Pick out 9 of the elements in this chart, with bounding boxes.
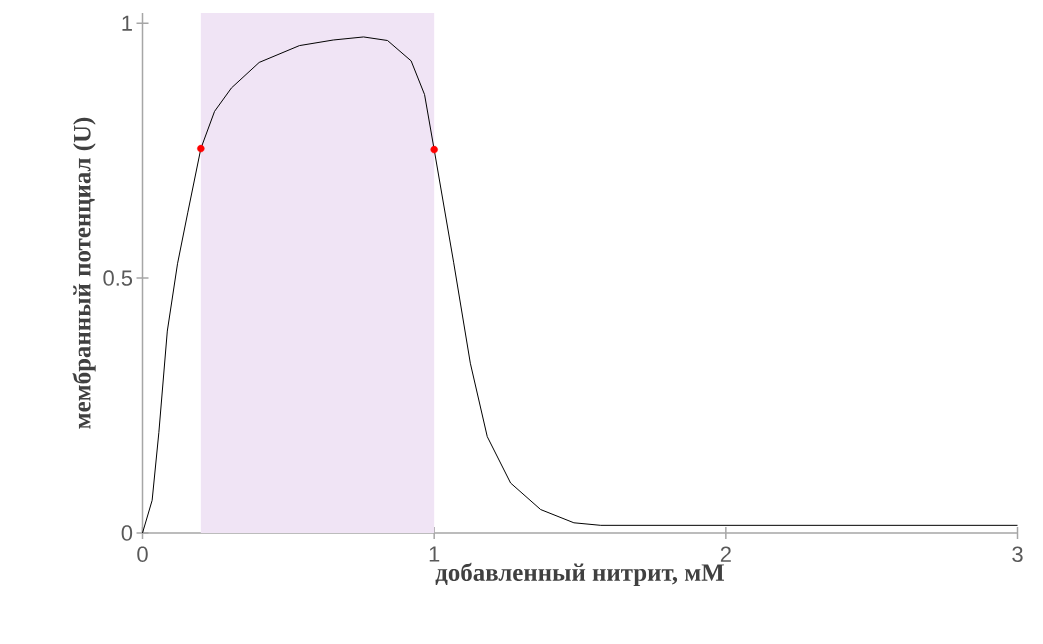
y-tick-label: 1 (122, 15, 132, 31)
y-axis-title: мембранный потенциал (U) (72, 117, 96, 429)
y-tick-label: 0 (121, 525, 133, 541)
x-tick-label: 1 (429, 546, 440, 562)
x-tick-label: 3 (1012, 546, 1023, 563)
x-tick-label: 0 (137, 546, 148, 563)
x-tick-label: 2 (720, 546, 731, 562)
y-tick-label: 0.5 (103, 270, 133, 286)
x-axis-title: добавленный нитрит, мМ (435, 562, 725, 586)
